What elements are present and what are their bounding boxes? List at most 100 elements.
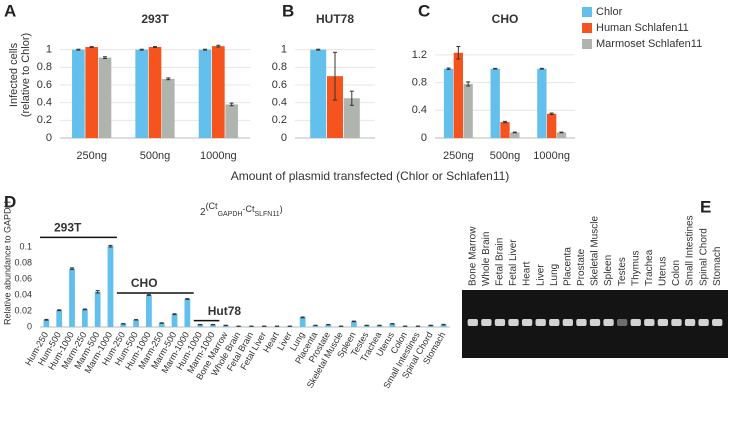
bar (94, 291, 101, 327)
gel-band (684, 319, 696, 326)
annotation: CHO (131, 276, 158, 290)
bar (389, 323, 396, 327)
error-bar (95, 290, 100, 294)
y-tick-label: 0 (27, 321, 32, 331)
bar (312, 325, 319, 327)
lane-label: Thymus (630, 250, 641, 286)
gel-band (494, 319, 506, 326)
x-tick-label: 1000ng (533, 150, 570, 162)
y-tick-label: 0 (421, 132, 427, 144)
bar (72, 49, 85, 138)
error-bar (185, 298, 190, 300)
gel-band (549, 319, 560, 326)
gel-band (562, 319, 574, 326)
bar (81, 309, 88, 327)
error-bar (216, 44, 221, 48)
bar (327, 76, 343, 138)
y-tick-label: 1 (46, 44, 52, 56)
lane-label: Spinal Chord (698, 228, 709, 286)
bar (500, 122, 510, 138)
error-bar (349, 90, 354, 106)
error-bar (300, 316, 305, 319)
gel-band (616, 319, 628, 326)
y-tick-label: 0.04 (14, 289, 32, 299)
chart-title: CHO (492, 12, 519, 26)
y-tick-label: 0.8 (412, 76, 427, 88)
lane-label: Whole Brain (481, 232, 492, 286)
bar (556, 132, 567, 138)
bar (363, 325, 370, 327)
gel-band (698, 319, 709, 326)
bar (351, 321, 357, 327)
y-tick-label: 0.2 (37, 114, 52, 126)
error-bar (44, 318, 49, 321)
lane-label: Heart (522, 261, 533, 286)
bar (510, 132, 520, 138)
error-bar (70, 267, 75, 270)
lane-label: Small Intestines (685, 215, 696, 286)
panel-letter: D (4, 192, 16, 211)
y-tick-label: 0.8 (37, 61, 52, 73)
bar (184, 299, 191, 327)
chart-title: HUT78 (316, 12, 354, 26)
gel-band (671, 319, 682, 326)
y-tick-label: 0 (281, 132, 287, 144)
legend-swatch (582, 23, 592, 33)
bar (463, 83, 473, 138)
x-axis-label: Amount of plasmid transfected (Chlor or … (231, 169, 510, 183)
bar (85, 47, 98, 139)
y-axis-label: (relative to Chlor) (20, 33, 32, 117)
error-bar (229, 102, 234, 107)
error-bar (333, 51, 337, 101)
panel-letter: A (4, 1, 16, 20)
chart-title: 2(CtGAPDH-CtSLFN11) (200, 201, 283, 217)
bar (146, 295, 152, 327)
y-tick-label: 1.2 (412, 49, 427, 61)
bar (98, 57, 112, 138)
bar (171, 314, 178, 327)
lane-label: Prostate (576, 248, 587, 286)
lane-label: Fetal Brain (495, 238, 506, 286)
y-tick-label: 0.4 (272, 97, 287, 109)
lane-label: Fetal Liver (508, 239, 519, 286)
legend-swatch (582, 7, 592, 17)
bar (56, 310, 63, 327)
annotation: Hut78 (208, 304, 242, 318)
gel-band (657, 319, 669, 326)
title-part: SLFN11 (254, 211, 279, 218)
chart-title: 293T (141, 12, 169, 26)
y-tick-label: 0.4 (37, 97, 52, 109)
title-part: ) (280, 204, 283, 214)
bar (158, 323, 165, 327)
lane-label: Colon (671, 260, 682, 286)
error-bar (503, 120, 507, 124)
error-bar (351, 320, 356, 323)
panel-letter: E (700, 197, 711, 216)
gel-band (576, 319, 587, 326)
lane-label: Uterus (658, 257, 669, 286)
error-bar (456, 46, 461, 60)
error-bar (446, 67, 451, 70)
x-tick-label: 1000ng (200, 150, 237, 162)
gel-band (481, 319, 492, 326)
gel-band (630, 319, 641, 326)
error-bar (559, 131, 564, 134)
bar (453, 52, 463, 138)
y-tick-label: 0.8 (272, 61, 287, 73)
error-bar (512, 131, 517, 134)
bar (107, 246, 114, 327)
bar (325, 324, 332, 327)
bar (212, 46, 225, 139)
x-tick-label: 500ng (140, 150, 171, 162)
lane-label: Skeletal Muscle (590, 216, 601, 286)
y-tick-label: 0.4 (412, 104, 427, 116)
gel-band (603, 319, 614, 326)
bar (198, 49, 212, 138)
lane-label: Spleen (603, 255, 614, 286)
y-tick-label: 0.06 (14, 273, 32, 283)
lane-label: Bone Marrow (467, 226, 478, 286)
error-bar (146, 294, 151, 296)
legend-label: Human Schlafen11 (596, 22, 689, 34)
error-bar (493, 67, 498, 70)
bar (222, 325, 229, 327)
